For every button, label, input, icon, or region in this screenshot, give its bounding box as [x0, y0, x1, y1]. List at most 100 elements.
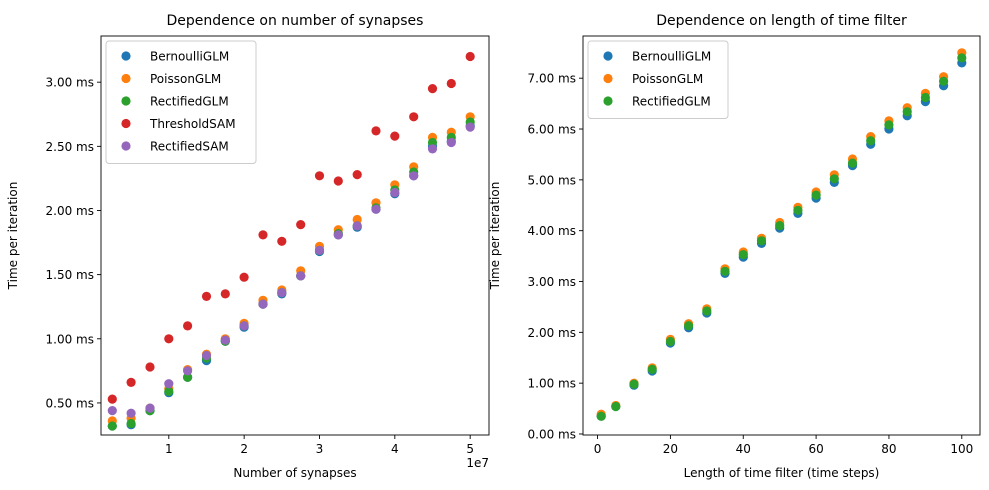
data-point — [314, 245, 325, 255]
data-points — [107, 51, 475, 431]
legend-label: ThresholdSAM — [149, 117, 236, 131]
data-point — [183, 372, 193, 382]
legend-label: BernoulliGLM — [632, 50, 711, 64]
data-point — [390, 131, 400, 141]
axes-frame — [582, 35, 981, 436]
data-point — [220, 335, 230, 345]
x-tick-label: 1 — [165, 442, 173, 456]
data-point — [884, 120, 894, 130]
data-point — [756, 236, 767, 246]
y-tick-label: 6.00 ms — [528, 123, 576, 137]
data-point — [145, 403, 155, 413]
data-point — [164, 334, 174, 344]
data-point — [201, 291, 212, 301]
legend-box — [587, 40, 729, 119]
data-point — [465, 122, 475, 132]
data-point — [258, 230, 268, 240]
legend-marker — [603, 96, 613, 106]
data-point — [847, 158, 858, 168]
data-point — [239, 321, 249, 331]
data-point — [409, 112, 419, 122]
data-point — [164, 386, 174, 396]
data-point — [465, 51, 475, 62]
y-tick-label: 0.00 ms — [528, 427, 576, 441]
x-tick-label: 60 — [808, 442, 823, 456]
y-axis-label: Time per iteration — [6, 182, 20, 291]
x-tick-label: 100 — [950, 442, 973, 456]
x-tick-label: 2 — [240, 442, 248, 456]
legend-label: BernoulliGLM — [150, 50, 229, 64]
data-point — [596, 411, 606, 421]
data-point — [702, 306, 712, 316]
data-point — [371, 204, 381, 214]
data-point — [164, 379, 174, 389]
data-point — [446, 78, 456, 89]
data-point — [446, 137, 456, 148]
data-point — [277, 288, 287, 298]
data-point — [333, 230, 343, 240]
x-tick-label: 40 — [736, 442, 751, 456]
data-point — [352, 221, 362, 231]
y-tick-label: 1.00 ms — [46, 332, 94, 346]
data-points — [596, 48, 967, 421]
legend-label: PoissonGLM — [150, 72, 221, 86]
legend-marker — [121, 96, 131, 106]
data-point — [201, 350, 212, 361]
y-tick-label: 0.50 ms — [46, 396, 94, 410]
data-point — [629, 379, 639, 389]
data-point — [352, 170, 362, 180]
y-tick-label: 4.00 ms — [528, 224, 576, 238]
legend-label: RectifiedSAM — [150, 140, 229, 154]
data-point — [647, 364, 657, 374]
data-point — [939, 76, 949, 86]
data-point — [145, 362, 155, 372]
data-point — [427, 144, 438, 154]
data-point — [183, 366, 193, 376]
data-point — [720, 266, 730, 276]
x-tick-label: 80 — [881, 442, 896, 456]
y-tick-label: 2.00 ms — [46, 204, 94, 218]
data-point — [775, 221, 785, 231]
legend-marker — [121, 141, 131, 151]
y-tick-label: 3.00 ms — [528, 275, 576, 289]
data-point — [107, 394, 117, 404]
data-point — [220, 289, 230, 299]
data-point — [371, 126, 381, 136]
data-point — [957, 53, 967, 63]
legend-label: RectifiedGLM — [632, 95, 711, 109]
data-point — [107, 406, 117, 416]
data-point — [409, 171, 419, 181]
x-axis-label: Length of time filter (time steps) — [684, 466, 880, 480]
data-point — [258, 299, 268, 309]
data-point — [333, 176, 343, 186]
panel-synapses: Dependence on number of synapses 1 2 3 4 5 0.5… — [6, 13, 490, 480]
data-point — [611, 401, 621, 412]
axes-frame — [100, 35, 490, 436]
data-point — [665, 336, 676, 347]
data-point — [352, 214, 362, 225]
data-point — [738, 250, 748, 260]
y-tick-label: 3.00 ms — [46, 76, 94, 90]
data-point — [183, 321, 193, 331]
x-offset-label: 1e7 — [466, 456, 489, 470]
y-axis-label: Time per iteration — [488, 182, 502, 291]
x-tick-label: 5 — [466, 442, 474, 456]
x-tick-label: 0 — [594, 442, 602, 456]
chart-title: Dependence on number of synapses — [167, 13, 424, 29]
series-rectifiedsam — [107, 122, 475, 418]
legend-marker — [603, 73, 613, 84]
data-point — [684, 321, 694, 331]
y-tick-label: 5.00 ms — [528, 173, 576, 187]
x-tick-label: 4 — [391, 442, 399, 456]
data-point — [427, 137, 438, 148]
data-point — [427, 84, 438, 94]
legend-marker — [121, 73, 131, 84]
y-tick-label: 1.50 ms — [46, 268, 94, 282]
data-point — [126, 377, 136, 387]
x-axis-label: Number of synapses — [233, 466, 356, 480]
data-point — [126, 408, 136, 418]
data-point — [107, 421, 117, 431]
data-point — [126, 418, 136, 429]
legend: BernoulliGLM PoissonGLM RectifiedGLM Thresh… — [105, 40, 257, 164]
